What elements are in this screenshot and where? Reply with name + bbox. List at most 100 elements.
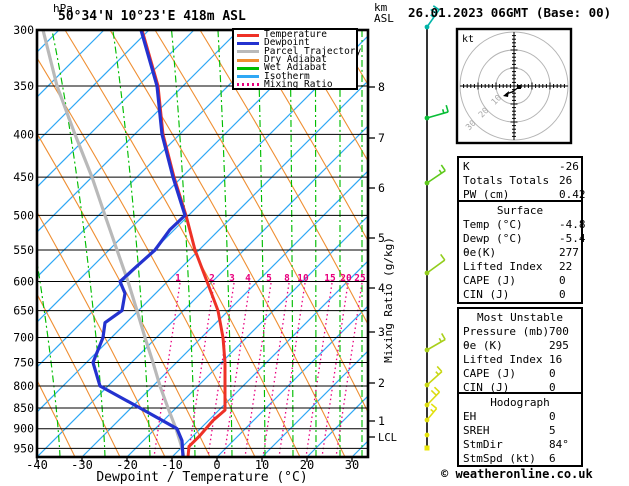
- mixing-ratio-value-label: 1: [175, 273, 181, 284]
- wet-adiabat-line: [257, 30, 266, 457]
- row-value: 16: [549, 353, 563, 366]
- altitude-unit-asl: ASL: [374, 12, 394, 25]
- row-label: Pressure (mb): [463, 325, 550, 338]
- wind-barb: [424, 403, 438, 423]
- row-label: Totals Totals: [463, 174, 550, 187]
- chart-legend: Temperature Dewpoint Parcel Trajectory Dry …: [232, 28, 361, 90]
- wet-adiabat-line: [112, 30, 151, 457]
- pressure-tick-label: 450: [13, 170, 34, 184]
- table-section-title: Most Unstable: [476, 311, 564, 324]
- table-row: Dewp (°C) -5.4: [459, 232, 586, 246]
- dry-adiabat-line: [244, 30, 368, 243]
- dry-adiabat-line: [37, 293, 121, 457]
- km-tick-label: 1: [378, 414, 385, 428]
- pressure-tick-label: 650: [13, 304, 34, 318]
- legend-label: Parcel Trajectory: [264, 45, 362, 57]
- temp-tick-label: 20: [300, 458, 314, 472]
- dry-adiabat-line: [289, 30, 368, 163]
- table-row: PW (cm) 0.42: [459, 188, 586, 202]
- km-tick-label: 6: [378, 181, 385, 195]
- wind-barb: [424, 253, 446, 276]
- row-label: Lifted Index: [463, 260, 543, 273]
- indices-table-most-unstable: Most Unstable Pressure (mb) 700 θe (K) 295 Li…: [457, 307, 583, 394]
- row-label: SREH: [463, 424, 490, 437]
- mixing-ratio-value-label: 2: [209, 273, 215, 284]
- hodograph-unit-label: kt: [462, 34, 474, 45]
- isotherm-line: [37, 30, 285, 278]
- wind-barb: [424, 386, 441, 408]
- legend-label: Dewpoint: [264, 37, 310, 49]
- table-row: θe (K) 295: [459, 339, 581, 353]
- pressure-tick-label: 750: [13, 356, 34, 370]
- wet-adiabat-line: [51, 30, 106, 457]
- altitude-axis-unit-label: km ASL: [374, 2, 394, 24]
- pressure-tick-label: 300: [13, 23, 34, 37]
- table-row: θe(K) 277: [459, 246, 581, 260]
- row-label: θe (K): [463, 339, 503, 352]
- indices-table-stability: K -26 Totals Totals 26 PW (cm) 0.42: [457, 156, 586, 202]
- row-label: StmDir: [463, 438, 503, 451]
- legend-item: Temperature: [237, 30, 356, 39]
- dry-adiabat-line: [109, 30, 346, 457]
- legend-label: Mixing Ratio: [264, 78, 333, 90]
- row-value: 22: [559, 260, 573, 273]
- legend-label: Wet Adiabat: [264, 62, 327, 74]
- table-row: Lifted Index 22: [459, 260, 581, 274]
- pressure-tick-label: 350: [13, 79, 34, 93]
- temp-tick-label: -30: [71, 458, 93, 472]
- mixing-ratio-value-label: 4: [245, 273, 251, 284]
- legend-item: Wet Adiabat: [237, 62, 356, 74]
- row-value: 84°: [549, 438, 569, 451]
- legend-item: Dry Adiabat: [237, 54, 356, 66]
- table-section-title: Surface: [496, 204, 544, 217]
- row-value: 0: [549, 410, 556, 423]
- legend-swatch: [237, 66, 259, 70]
- row-label: Temp (°C): [463, 218, 523, 231]
- mixing-ratio-value-label: 25: [354, 273, 366, 284]
- row-label: CIN (J): [463, 381, 510, 394]
- legend-swatch: [237, 58, 259, 62]
- row-value: 0: [559, 274, 566, 287]
- pressure-tick-label: 700: [13, 330, 34, 344]
- table-row: Totals Totals 26: [459, 174, 581, 188]
- table-row: Temp (°C) -4.8: [459, 218, 586, 232]
- run-datetime-label: 26.01.2023 06GMT (Base: 00): [408, 5, 612, 20]
- temp-tick-label: -10: [161, 458, 183, 472]
- pressure-tick-label: 550: [13, 243, 34, 257]
- row-value: 5: [549, 424, 556, 437]
- mixing-ratio-value-label: 10: [297, 273, 309, 284]
- mixing-ratio-value-label: 15: [324, 273, 336, 284]
- pressure-tick-label: 950: [13, 441, 34, 455]
- wet-adiabat-line: [289, 30, 294, 457]
- wind-barb: [424, 164, 446, 186]
- skewt-plot-area: 1 2 3 4 5 8 10 15 20 25: [37, 30, 368, 457]
- row-value: 6: [549, 452, 556, 465]
- row-label: EH: [463, 410, 477, 423]
- row-value: 0: [549, 367, 556, 380]
- row-value: 700: [549, 325, 569, 338]
- table-section-title: Hodograph: [490, 396, 550, 409]
- table-row: SREH 5: [459, 424, 581, 438]
- row-label: PW (cm): [463, 188, 510, 201]
- row-value: 0.42: [559, 188, 586, 201]
- wet-adiabat-line: [314, 30, 317, 457]
- hodograph-origin-marker: [517, 85, 521, 89]
- station-title: 50°34'N 10°23'E 418m ASL: [58, 9, 246, 24]
- isotherm-line: [37, 30, 150, 143]
- altitude-unit-km: km: [374, 1, 388, 14]
- dry-adiabat-line: [154, 30, 368, 414]
- isotherm-line: [37, 30, 195, 188]
- row-value: 277: [559, 246, 579, 259]
- mixing-ratio-line: [262, 282, 290, 457]
- legend-label: Isotherm: [264, 70, 310, 82]
- mixing-ratio-line: [321, 282, 349, 457]
- legend-label: Dry Adiabat: [264, 54, 327, 66]
- legend-item: Parcel Trajectory: [237, 46, 361, 56]
- temp-tick-label: 0: [213, 458, 220, 472]
- mixing-ratio-value-label: 8: [284, 273, 290, 284]
- isotherm-line: [81, 170, 368, 457]
- temp-axis-title: Dewpoint / Temperature (°C): [96, 470, 307, 485]
- indices-table-surface: Surface Temp (°C) -4.8 Dewp (°C) -5.4 θe(K) 27…: [457, 200, 586, 304]
- isotherm-line: [37, 80, 368, 413]
